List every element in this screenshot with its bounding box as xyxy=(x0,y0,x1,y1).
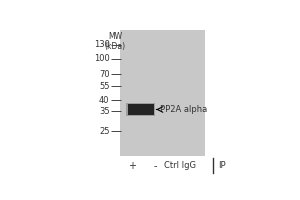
Text: 130: 130 xyxy=(94,40,109,49)
Bar xyxy=(120,30,205,156)
Text: IP: IP xyxy=(218,161,225,170)
Text: 35: 35 xyxy=(99,107,110,116)
Bar xyxy=(126,103,155,116)
Text: Ctrl IgG: Ctrl IgG xyxy=(164,161,196,170)
Text: 25: 25 xyxy=(99,127,110,136)
Text: +: + xyxy=(128,161,136,171)
Text: 55: 55 xyxy=(99,82,110,91)
Text: PP2A alpha: PP2A alpha xyxy=(160,105,207,114)
Text: 100: 100 xyxy=(94,54,110,63)
Text: -: - xyxy=(153,161,157,171)
Text: MW
(kDa): MW (kDa) xyxy=(105,32,126,51)
Text: 70: 70 xyxy=(99,70,110,79)
Bar xyxy=(128,104,154,115)
Text: 40: 40 xyxy=(99,96,110,105)
